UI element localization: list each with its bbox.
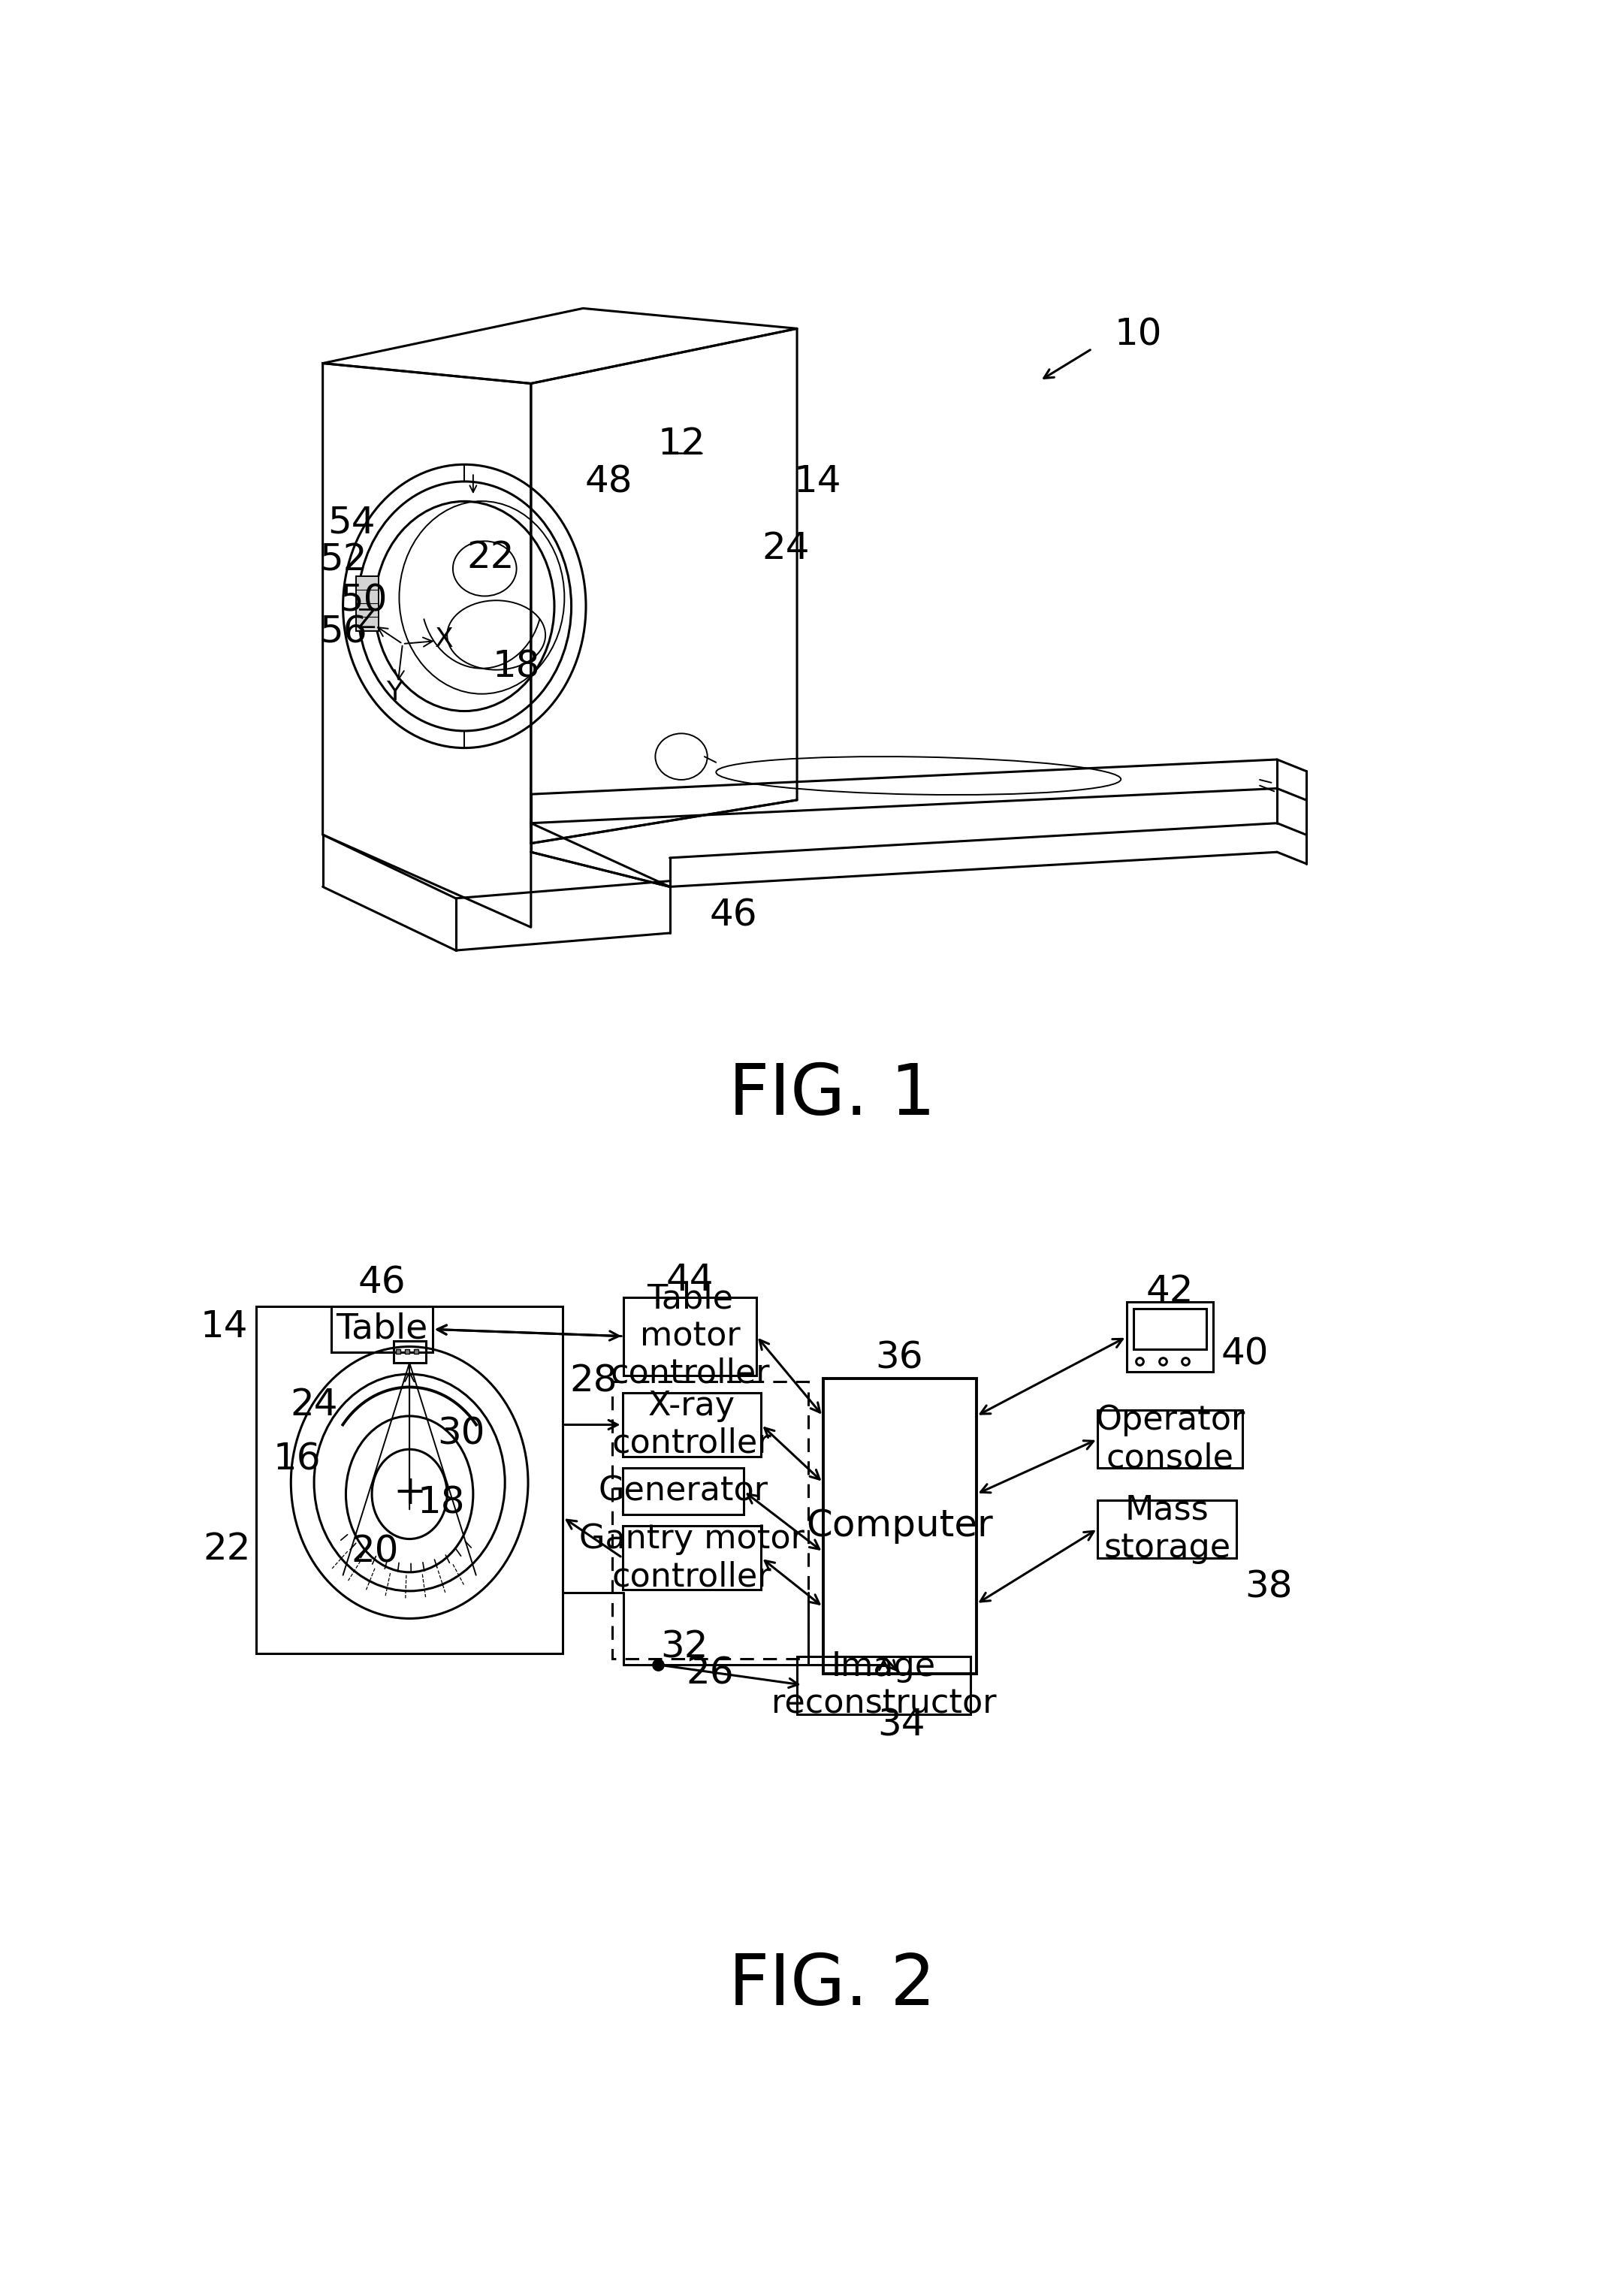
Text: 46: 46	[357, 1265, 406, 1302]
Bar	[257, 1306, 564, 1653]
Bar	[1134, 1309, 1207, 1350]
Text: Mass
storage: Mass storage	[1104, 1493, 1231, 1564]
Text: 38: 38	[1244, 1569, 1293, 1605]
Text: X: X	[435, 627, 453, 652]
Bar	[622, 1468, 744, 1514]
Text: 24: 24	[291, 1386, 338, 1423]
Text: 56: 56	[318, 613, 367, 650]
Text: 28: 28	[570, 1363, 617, 1400]
Text: 48: 48	[585, 463, 633, 499]
Bar	[624, 1297, 757, 1375]
Text: +: +	[393, 1473, 425, 1512]
Text: 44: 44	[666, 1263, 715, 1297]
Text: 24: 24	[762, 531, 809, 565]
Text: Generator: Generator	[598, 1475, 768, 1507]
Bar	[331, 1306, 432, 1352]
Bar	[797, 1655, 971, 1715]
Text: Computer: Computer	[806, 1507, 992, 1544]
Text: 46: 46	[710, 898, 757, 935]
Text: 50: 50	[339, 581, 387, 618]
Text: FIG. 2: FIG. 2	[729, 1952, 935, 2020]
Text: 32: 32	[661, 1630, 708, 1664]
Text: 34: 34	[877, 1708, 926, 1744]
Text: 26: 26	[687, 1655, 734, 1692]
Bar	[823, 1379, 976, 1674]
Text: 22: 22	[203, 1532, 252, 1566]
Bar	[622, 1525, 762, 1589]
Text: 14: 14	[794, 463, 841, 499]
Text: Image
reconstructor: Image reconstructor	[771, 1651, 996, 1719]
Text: 18: 18	[417, 1484, 464, 1521]
Text: 14: 14	[200, 1309, 248, 1345]
Bar	[1127, 1302, 1213, 1373]
Text: 16: 16	[273, 1441, 320, 1477]
Text: Gantry motor
controller: Gantry motor controller	[580, 1523, 804, 1594]
Text: 18: 18	[492, 650, 541, 684]
Text: FIG. 1: FIG. 1	[729, 1060, 935, 1129]
Text: 42: 42	[1147, 1275, 1194, 1309]
Text: 10: 10	[1114, 317, 1163, 353]
Text: Z: Z	[357, 609, 377, 634]
Bar	[356, 577, 378, 632]
Text: 40: 40	[1221, 1336, 1268, 1373]
Text: Table: Table	[336, 1313, 427, 1345]
Text: 20: 20	[351, 1534, 398, 1571]
Bar	[1098, 1411, 1242, 1468]
Text: 22: 22	[466, 538, 515, 575]
Bar	[393, 1341, 425, 1363]
Text: Table
motor
controller: Table motor controller	[611, 1284, 770, 1391]
Bar	[612, 1382, 809, 1660]
Text: Y: Y	[387, 679, 403, 705]
Bar	[1098, 1500, 1236, 1557]
Text: X-ray
controller: X-ray controller	[612, 1391, 771, 1459]
Text: 36: 36	[875, 1341, 924, 1377]
Text: Operator
console: Operator console	[1095, 1404, 1246, 1475]
Text: 12: 12	[658, 426, 705, 463]
Text: 52: 52	[320, 543, 367, 577]
Bar	[622, 1393, 762, 1457]
Text: 54: 54	[328, 504, 375, 540]
Text: 30: 30	[438, 1416, 486, 1452]
